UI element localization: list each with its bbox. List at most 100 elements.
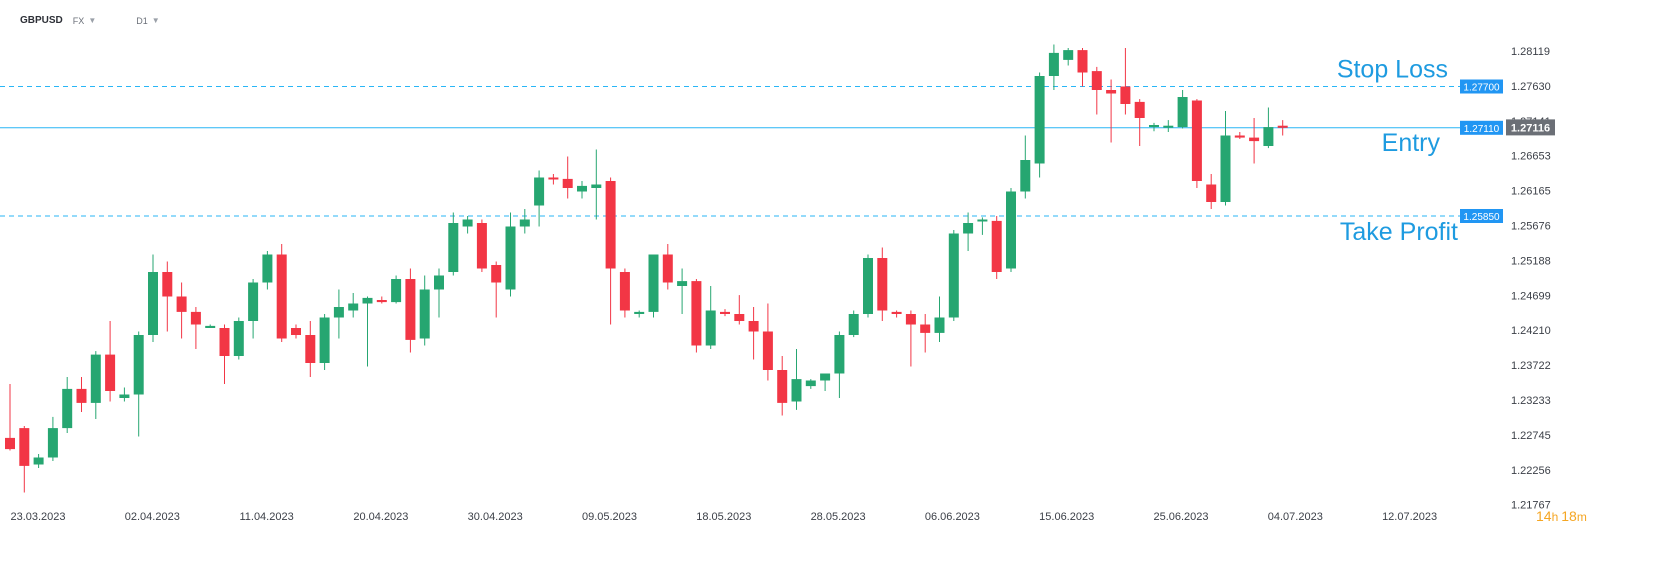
candle [391, 275, 402, 304]
timer-hours-unit: h [1551, 510, 1559, 524]
candle [605, 177, 616, 325]
price-axis-label: 1.27630 [1511, 81, 1551, 93]
candle-body [476, 223, 487, 269]
price-axis-label: 1.26165 [1511, 186, 1551, 198]
candle-body [119, 394, 130, 398]
timeframe-label[interactable]: D1 [136, 15, 148, 26]
candle-body [1077, 50, 1088, 73]
candle [133, 331, 144, 437]
candle-body [448, 223, 459, 272]
price-axis-label: 1.28119 [1511, 46, 1550, 58]
candle [1191, 99, 1202, 188]
candle-body [977, 219, 988, 222]
market-label[interactable]: FX [72, 15, 85, 26]
candle [62, 377, 73, 433]
time-axis-label: 18.05.2023 [696, 511, 751, 523]
candle-body [734, 314, 745, 321]
candle-body [205, 325, 216, 328]
time-axis-label: 04.07.2023 [1268, 511, 1323, 523]
candle [448, 212, 459, 276]
candle [1263, 107, 1274, 149]
candle-body [190, 311, 201, 325]
candle-body [233, 321, 244, 356]
candle [176, 282, 187, 339]
price-tag [1460, 120, 1503, 135]
candle [705, 286, 716, 349]
price-tags: 1.27700 1.27110 1.25850 1.27116 [1460, 79, 1555, 223]
time-axis-label: 02.04.2023 [125, 511, 180, 523]
candle-body [848, 314, 859, 335]
levels-layer: Stop Loss Entry Take Profit [0, 56, 1460, 246]
candle-body [605, 181, 616, 269]
candle-body [662, 254, 673, 283]
candle [319, 314, 330, 370]
candle [1034, 72, 1045, 178]
symbol-label[interactable]: GBPUSD [20, 15, 63, 26]
candle [1106, 79, 1117, 143]
candle [1048, 44, 1059, 90]
candle [948, 230, 959, 321]
candle-body [891, 311, 902, 314]
time-axis-label: 28.05.2023 [811, 511, 866, 523]
candle-body [1263, 127, 1274, 146]
candle [190, 307, 201, 349]
candle [33, 454, 44, 468]
candle [376, 296, 387, 304]
candle-body [948, 233, 959, 318]
time-axis-label: 23.03.2023 [10, 511, 65, 523]
candle [877, 247, 888, 321]
candle [162, 261, 173, 332]
candle [491, 261, 502, 318]
candle-body [162, 272, 173, 297]
candle-body [419, 289, 430, 339]
price-axis-label: 1.24210 [1511, 325, 1551, 337]
candle-body [376, 300, 387, 303]
candle-body [1220, 135, 1231, 202]
candle-body [1063, 50, 1074, 60]
candle [548, 174, 559, 185]
candle [1234, 132, 1245, 139]
candle-body [748, 321, 759, 332]
chevron-down-icon[interactable]: ▼ [88, 16, 97, 25]
candle-body [1134, 101, 1145, 118]
price-tag [1460, 79, 1503, 94]
candle-countdown: 14h 18m [1536, 508, 1587, 524]
price-axis-label: 1.26653 [1511, 151, 1551, 163]
candle [291, 324, 301, 339]
candle-body [519, 219, 530, 227]
price-axis-label: 1.22256 [1511, 465, 1551, 477]
candle [219, 324, 230, 384]
candle [791, 349, 802, 410]
time-axis[interactable]: 23.03.2023 02.04.2023 11.04.2023 20.04.2023… [10, 511, 1437, 523]
candle-body [1163, 125, 1174, 128]
candle [863, 254, 873, 318]
candle-body [991, 220, 1002, 272]
candle-body [5, 437, 15, 450]
candle [834, 331, 845, 398]
candle [90, 351, 101, 419]
candle-body [1191, 100, 1202, 181]
chevron-down-icon[interactable]: ▼ [151, 16, 160, 25]
candle-body [1106, 90, 1117, 94]
price-axis-label: 1.23722 [1511, 360, 1551, 372]
candle-body [405, 279, 416, 340]
candle-body [262, 254, 273, 283]
price-axis[interactable]: 1.281191.276301.271411.266531.261651.256… [1511, 46, 1551, 512]
candle [19, 426, 30, 493]
candle-body [19, 428, 30, 466]
candle [1177, 90, 1188, 129]
chart-header: GBPUSD FX ▼ D1 ▼ [20, 15, 160, 26]
candle [462, 216, 473, 234]
timer-minutes: 18 [1561, 508, 1577, 524]
candle-body [1177, 97, 1188, 128]
candle [963, 212, 974, 251]
price-axis-label: 1.23233 [1511, 395, 1551, 407]
candle [1020, 135, 1031, 199]
candle-body [777, 370, 788, 403]
candle [362, 296, 373, 367]
current-price-tag [1506, 119, 1555, 136]
candle-body [291, 328, 301, 335]
candle [1120, 48, 1131, 115]
